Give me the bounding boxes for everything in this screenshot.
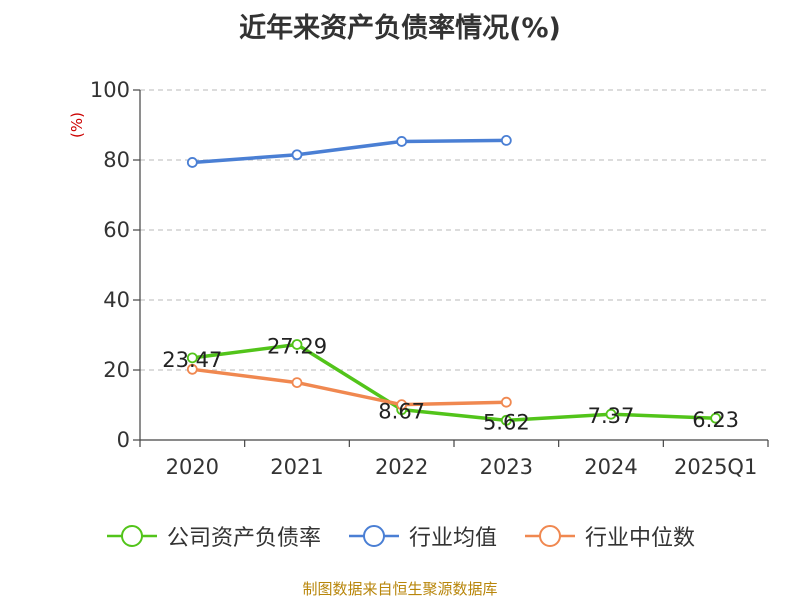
legend-marker (106, 525, 157, 547)
legend: 公司资产负债率 行业均值 行业中位数 (0, 520, 800, 552)
legend-marker-circle (362, 525, 385, 547)
series-line (192, 367, 507, 407)
legend-label: 行业中位数 (585, 526, 696, 551)
x-tick-label: 2021 (270, 455, 323, 479)
legend-marker-circle (539, 525, 561, 547)
legend-item[interactable]: 行业中位数 (523, 520, 695, 552)
data-point (186, 352, 198, 364)
data-point (291, 339, 303, 350)
y-tick-label: 0 (117, 428, 130, 452)
data-point (500, 134, 512, 146)
data-point (500, 396, 512, 408)
data-point (291, 377, 303, 389)
data-point (396, 136, 408, 147)
series-1 (186, 134, 512, 168)
x-tick-label: 2024 (584, 455, 637, 479)
data-point (186, 363, 198, 375)
legend-item[interactable]: 行业均值 (347, 520, 497, 552)
data-label: 8.67 (378, 400, 425, 424)
x-tick-label: 2022 (375, 455, 428, 479)
data-label: 5.62 (483, 410, 530, 434)
legend-marker-circle (120, 525, 143, 547)
source-note: 制图数据来自恒生聚源数据库 (302, 580, 498, 598)
y-tick-label: 20 (103, 358, 130, 382)
series-2 (186, 363, 512, 411)
data-point (291, 149, 303, 161)
x-tick-label: 2023 (480, 455, 533, 479)
series-line (192, 138, 507, 165)
series-line (192, 342, 716, 423)
legend-item[interactable]: 公司资产负债率 (105, 520, 321, 552)
y-tick-label: 100 (90, 78, 130, 102)
data-point (605, 408, 617, 420)
data-label: 23.47 (162, 348, 222, 372)
grid-layer (140, 89, 768, 371)
y-tick-label: 60 (103, 218, 130, 242)
data-point (186, 157, 198, 168)
data-point (500, 414, 512, 426)
data-label: 7.37 (588, 404, 635, 428)
legend-marker (348, 525, 399, 547)
data-label: 27.29 (267, 334, 327, 358)
data-label-layer: 23.47 27.29 8.67 5.62 7.37 6.23 (162, 334, 739, 434)
y-axis-label: (%) (68, 112, 86, 138)
legend-marker (525, 525, 575, 547)
y-tick-label: 80 (103, 148, 130, 172)
legend-label: 行业均值 (408, 526, 497, 551)
chart-title: 近年来资产负债率情况(%) (239, 13, 561, 44)
axis-layer: 0 20 40 60 80 100(%) 2020 2021 2022 2023 2024 2025Q… (68, 78, 769, 479)
data-label: 6.23 (692, 408, 739, 432)
y-tick-label: 40 (103, 288, 130, 312)
x-tick-label: 2020 (166, 455, 219, 479)
data-point (396, 399, 408, 411)
series-0 (186, 339, 722, 426)
data-point (710, 412, 722, 424)
series-layer (186, 134, 722, 426)
legend-label: 公司资产负债率 (166, 526, 321, 551)
x-tick-label: 2025Q1 (674, 455, 757, 479)
